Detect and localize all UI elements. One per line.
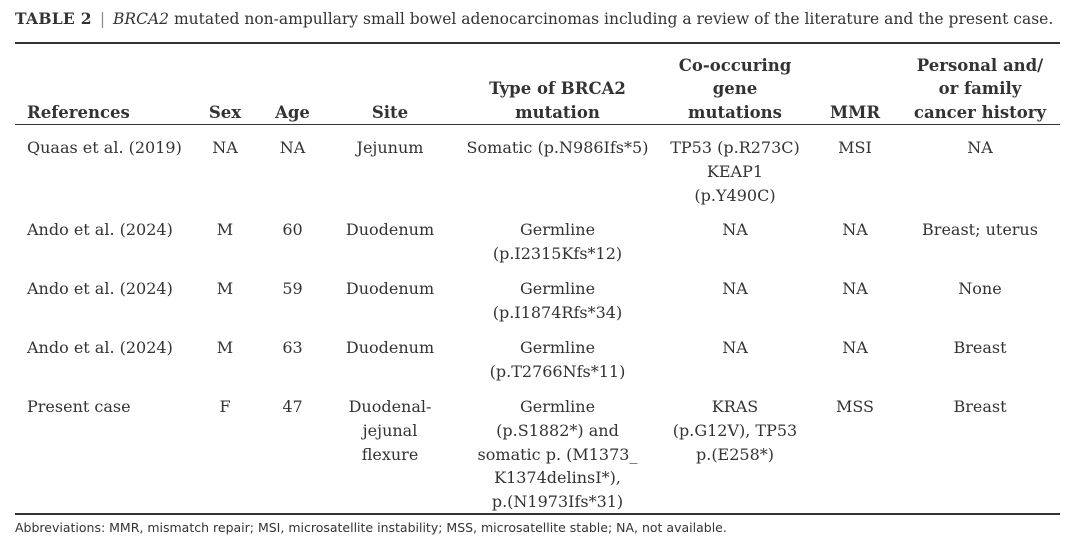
cell-mutation-type: Germline (p.T2766Nfs*11) [489, 338, 626, 381]
cell-reference: Ando et al. (2024) [27, 338, 173, 357]
cell-age: 59 [282, 279, 303, 298]
cell-age: 47 [282, 397, 303, 416]
col-header-cancer-history: Personal and/ or family cancer history [913, 55, 1047, 122]
table-row: Quaas et al. (2019) NA NA Jejunum Somati… [15, 128, 1060, 218]
cell-co-mutations: NA [722, 220, 748, 239]
col-header-sex: Sex [208, 102, 242, 122]
table-row: Present case F 47 Duodenal- jejunal flex… [15, 395, 1060, 514]
col-header-references: References [27, 102, 130, 122]
cell-mmr: NA [842, 220, 868, 239]
cell-co-mutations: KRAS (p.G12V), TP53 p.(E258*) [672, 397, 798, 464]
col-header-mmr: MMR [829, 102, 881, 122]
cell-site: Jejunum [356, 138, 424, 157]
table-label: TABLE 2 [15, 9, 92, 28]
cell-reference: Present case [27, 397, 131, 416]
header-row: References Sex Age Site Type of BRCA2 mu… [15, 44, 1060, 128]
cell-sex: F [219, 397, 231, 416]
cell-reference: Ando et al. (2024) [27, 220, 173, 239]
cell-co-mutations: NA [722, 338, 748, 357]
header-rule [15, 124, 1060, 125]
cell-mmr: NA [842, 279, 868, 298]
cell-sex: NA [212, 138, 238, 157]
table-row: Ando et al. (2024) M 60 Duodenum Germlin… [15, 218, 1060, 277]
cell-mmr: MSS [835, 397, 875, 416]
caption-text: mutated non-ampullary small bowel adenoc… [169, 10, 1054, 28]
cell-cancer-history: Breast [953, 338, 1007, 357]
col-header-age: Age [275, 102, 310, 122]
bottom-rule [15, 513, 1060, 515]
cell-mmr: NA [842, 338, 868, 357]
cell-reference: Quaas et al. (2019) [27, 138, 182, 157]
caption-separator: | [99, 10, 106, 28]
cell-site: Duodenal- jejunal flexure [348, 397, 432, 464]
cell-age: NA [279, 138, 306, 157]
cell-sex: M [216, 338, 234, 357]
table-row: Ando et al. (2024) M 63 Duodenum Germlin… [15, 336, 1060, 395]
cell-mutation-type: Germline (p.I2315Kfs*12) [492, 220, 623, 263]
cell-cancer-history: None [958, 279, 1002, 298]
cell-cancer-history: NA [967, 138, 993, 157]
col-header-co-mutations: Co-occuring gene mutations [678, 55, 792, 122]
table-footnote: Abbreviations: MMR, mismatch repair; MSI… [15, 520, 727, 535]
cell-site: Duodenum [345, 279, 435, 298]
cell-co-mutations: TP53 (p.R273C) KEAP1 (p.Y490C) [670, 138, 800, 205]
cell-co-mutations: NA [722, 279, 748, 298]
cell-site: Duodenum [345, 220, 435, 239]
cell-cancer-history: Breast [953, 397, 1007, 416]
table-caption: TABLE 2 | BRCA2 mutated non-ampullary smal… [15, 9, 1065, 28]
cell-mmr: MSI [838, 138, 872, 157]
cell-reference: Ando et al. (2024) [27, 279, 173, 298]
cell-mutation-type: Germline (p.I1874Rfs*34) [492, 279, 623, 322]
cell-site: Duodenum [345, 338, 435, 357]
col-header-mutation-type: Type of BRCA2 mutation [489, 79, 626, 122]
cell-age: 60 [282, 220, 303, 239]
cell-mutation-type: Germline (p.S1882*) and somatic p. (M137… [477, 397, 638, 512]
gene-name: BRCA2 [113, 10, 170, 28]
col-header-site: Site [371, 102, 409, 122]
cell-age: 63 [282, 338, 303, 357]
cell-sex: M [216, 220, 234, 239]
cell-mutation-type: Somatic (p.N986Ifs*5) [466, 138, 649, 157]
cell-cancer-history: Breast; uterus [922, 220, 1038, 239]
cell-sex: M [216, 279, 234, 298]
top-rule [15, 42, 1060, 44]
table-row: Ando et al. (2024) M 59 Duodenum Germlin… [15, 277, 1060, 336]
data-table: References Sex Age Site Type of BRCA2 mu… [15, 44, 1060, 514]
